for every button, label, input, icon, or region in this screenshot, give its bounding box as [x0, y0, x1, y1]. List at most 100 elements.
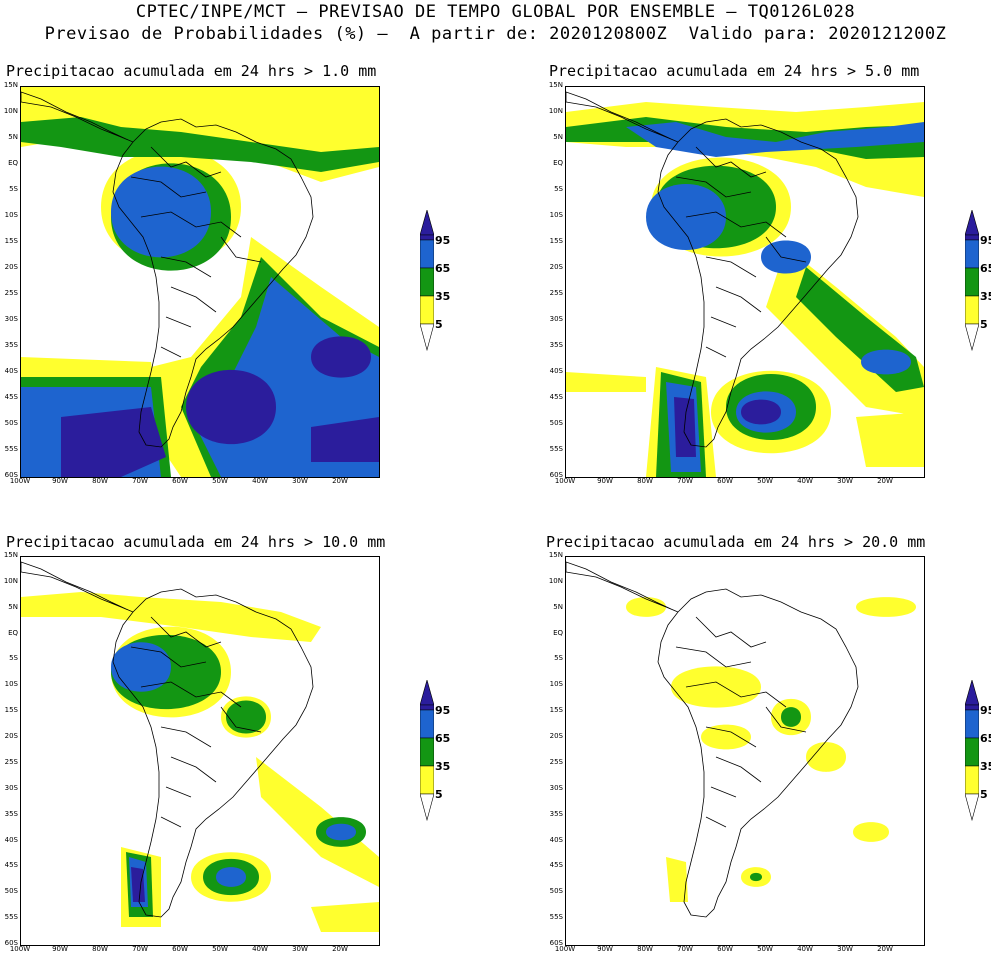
colorbar-level-label: 95	[435, 704, 451, 717]
probability-contour-65-pct	[111, 166, 211, 258]
probability-contour-65-pct	[326, 823, 356, 841]
colorbar-lower-extension	[419, 323, 435, 352]
lat-tick-label: 15S	[549, 706, 563, 715]
colorbar-segment	[964, 234, 980, 241]
probability-contour-35-pct	[226, 700, 266, 734]
lon-tick-label: 100W	[554, 477, 576, 485]
lon-tick-label: 80W	[637, 945, 653, 953]
continent-outline	[112, 118, 314, 448]
lat-tick-label: 10N	[548, 107, 563, 115]
lon-tick-label: 60W	[717, 945, 733, 953]
lat-tick-label: 30S	[549, 315, 563, 323]
lat-tick-label: 45S	[549, 861, 563, 870]
probability-contour-65-pct	[626, 122, 924, 157]
lon-tick-label: 90W	[597, 945, 613, 953]
colorbar-level-label: 95	[980, 234, 991, 247]
continent-outline	[657, 118, 859, 448]
lon-tick-label: 70W	[132, 945, 148, 953]
lat-tick-label: 60S	[4, 939, 18, 947]
probability-contour-95-pct	[131, 867, 145, 902]
colorbar-lower-extension	[964, 793, 980, 822]
lat-tick-label: 25S	[549, 757, 563, 766]
colorbar-panel-1: 95 65 35 5	[419, 208, 450, 359]
probability-map-5mm	[565, 86, 925, 478]
lon-tick-label: 90W	[597, 477, 613, 485]
probability-contour-95-pct	[311, 417, 379, 462]
probability-contour-5-pct	[626, 597, 666, 617]
colorbar-segment	[964, 765, 980, 795]
lat-tick-label: 15S	[4, 237, 18, 245]
colorbar-segment	[964, 267, 980, 297]
lat-tick-label: 5N	[553, 133, 563, 141]
lon-tick-label: 40W	[797, 477, 813, 485]
map-svg	[21, 561, 379, 932]
probability-contour-5-pct	[853, 822, 889, 842]
colorbar-panel-3: 95 65 35 5	[419, 678, 450, 829]
lat-tick-label: EQ	[553, 159, 563, 167]
colorbar-segment	[419, 678, 435, 706]
colorbar-svg	[964, 678, 980, 822]
probability-map-1mm	[20, 86, 380, 478]
lat-tick-label: 15S	[549, 237, 563, 245]
lon-tick-label: 90W	[52, 477, 68, 485]
lat-tick-label: 20S	[549, 263, 563, 271]
lat-tick-label: 50S	[4, 419, 18, 427]
lon-tick-label: 80W	[92, 945, 108, 953]
colorbar-level-label: 65	[435, 262, 451, 275]
lon-tick-label: 30W	[292, 477, 308, 485]
lon-tick-label: 30W	[837, 477, 853, 485]
lat-tick-label: 10S	[549, 211, 563, 219]
lat-tick-label: 60S	[4, 471, 18, 479]
lat-tick-label: 10S	[4, 211, 18, 219]
colorbar-segment	[964, 208, 980, 236]
colorbar-segment	[964, 239, 980, 269]
lat-tick-label: 55S	[4, 445, 18, 453]
lat-tick-label: 50S	[549, 887, 563, 896]
lat-tick-label: 25S	[549, 289, 563, 297]
lat-tick-label: 20S	[4, 732, 18, 741]
lat-tick-label: 25S	[4, 757, 18, 766]
figure-title-line-1: CPTEC/INPE/MCT – PREVISAO DE TEMPO GLOBA…	[135, 2, 856, 22]
colorbar-level-label: 35	[980, 290, 991, 303]
lon-tick-label: 100W	[554, 945, 576, 953]
probability-contour-95-pct	[311, 336, 371, 378]
colorbar-level-label: 65	[980, 262, 991, 275]
colorbar-segment	[964, 295, 980, 325]
lon-tick-label: 50W	[757, 945, 773, 953]
colorbar-panel-4: 95 65 35 5	[964, 678, 991, 829]
colorbar-level-label: 65	[435, 732, 451, 745]
lat-tick-label: 5S	[9, 654, 18, 663]
probability-contour-95-pct	[674, 397, 696, 457]
lat-tick-label: EQ	[553, 628, 563, 637]
map-svg	[21, 87, 379, 477]
colorbar-level-label: 65	[980, 732, 991, 745]
lat-tick-label: 45S	[549, 393, 563, 401]
colorbar-level-label: 5	[435, 318, 443, 331]
probability-contour-5-pct	[666, 857, 688, 902]
panel-1-title: Precipitacao acumulada em 24 hrs > 1.0 m…	[6, 62, 377, 80]
lon-tick-label: 60W	[172, 945, 188, 953]
colorbar-level-label: 5	[435, 788, 443, 801]
colorbar-lower-extension	[419, 793, 435, 822]
probability-contour-65-pct	[216, 867, 246, 887]
lon-tick-label: 90W	[52, 945, 68, 953]
probability-contour-5-pct	[21, 592, 321, 642]
colorbar-level-label: 35	[435, 760, 451, 773]
lat-tick-label: 30S	[549, 783, 563, 792]
lon-tick-label: 20W	[332, 945, 348, 953]
lat-tick-label: 40S	[4, 835, 18, 844]
lon-tick-label: 40W	[797, 945, 813, 953]
panel-2-title: Precipitacao acumulada em 24 hrs > 5.0 m…	[549, 62, 920, 80]
probability-contour-65-pct	[111, 642, 171, 692]
lat-tick-label: EQ	[8, 628, 18, 637]
country-borders	[130, 146, 262, 358]
colorbar-panel-2: 95 65 35 5	[964, 208, 991, 359]
map-svg	[566, 561, 916, 918]
lon-tick-label: 70W	[677, 945, 693, 953]
lat-tick-label: 15N	[3, 81, 18, 89]
lat-tick-label: 25S	[4, 289, 18, 297]
probability-contour-5-pct	[256, 757, 379, 887]
probability-map-10mm	[20, 556, 380, 946]
lon-tick-label: 70W	[677, 477, 693, 485]
probability-contour-5-pct	[856, 412, 924, 467]
